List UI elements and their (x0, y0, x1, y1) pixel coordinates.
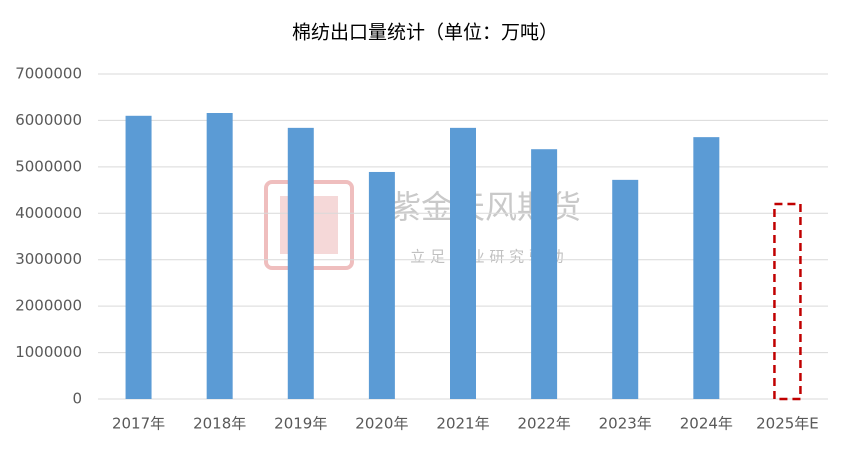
x-tick-label: 2024年 (680, 415, 733, 433)
x-tick-label: 2017年 (112, 415, 165, 433)
x-tick-label: 2018年 (193, 415, 246, 433)
bar (450, 127, 476, 399)
y-tick-label: 6000000 (15, 111, 82, 129)
y-tick-label: 3000000 (15, 250, 82, 268)
bar (287, 127, 314, 399)
x-tick-label: 2022年 (518, 415, 571, 433)
bar (368, 171, 395, 399)
y-tick-label: 1000000 (15, 343, 82, 361)
chart-title: 棉纺出口量统计（单位：万吨） (292, 22, 558, 44)
x-tick-label: 2020年 (355, 415, 408, 433)
bar (693, 137, 720, 399)
bar (612, 179, 639, 399)
y-tick-label: 2000000 (15, 297, 82, 315)
estimate-box (773, 202, 802, 401)
y-tick-label: 5000000 (15, 157, 82, 175)
watermark-slogan: 立 足 产 业 研 究 驱 动 (410, 248, 563, 266)
y-tick-label: 7000000 (15, 65, 82, 83)
bar (125, 115, 152, 400)
y-tick-label: 4000000 (15, 204, 82, 222)
bar (531, 149, 558, 399)
x-tick-label: 2025年E (756, 415, 819, 433)
y-tick-label: 0 (72, 390, 82, 408)
x-tick-label: 2023年 (599, 415, 652, 433)
bar (206, 113, 233, 399)
x-tick-label: 2019年 (274, 415, 327, 433)
x-tick-label: 2021年 (436, 415, 489, 433)
